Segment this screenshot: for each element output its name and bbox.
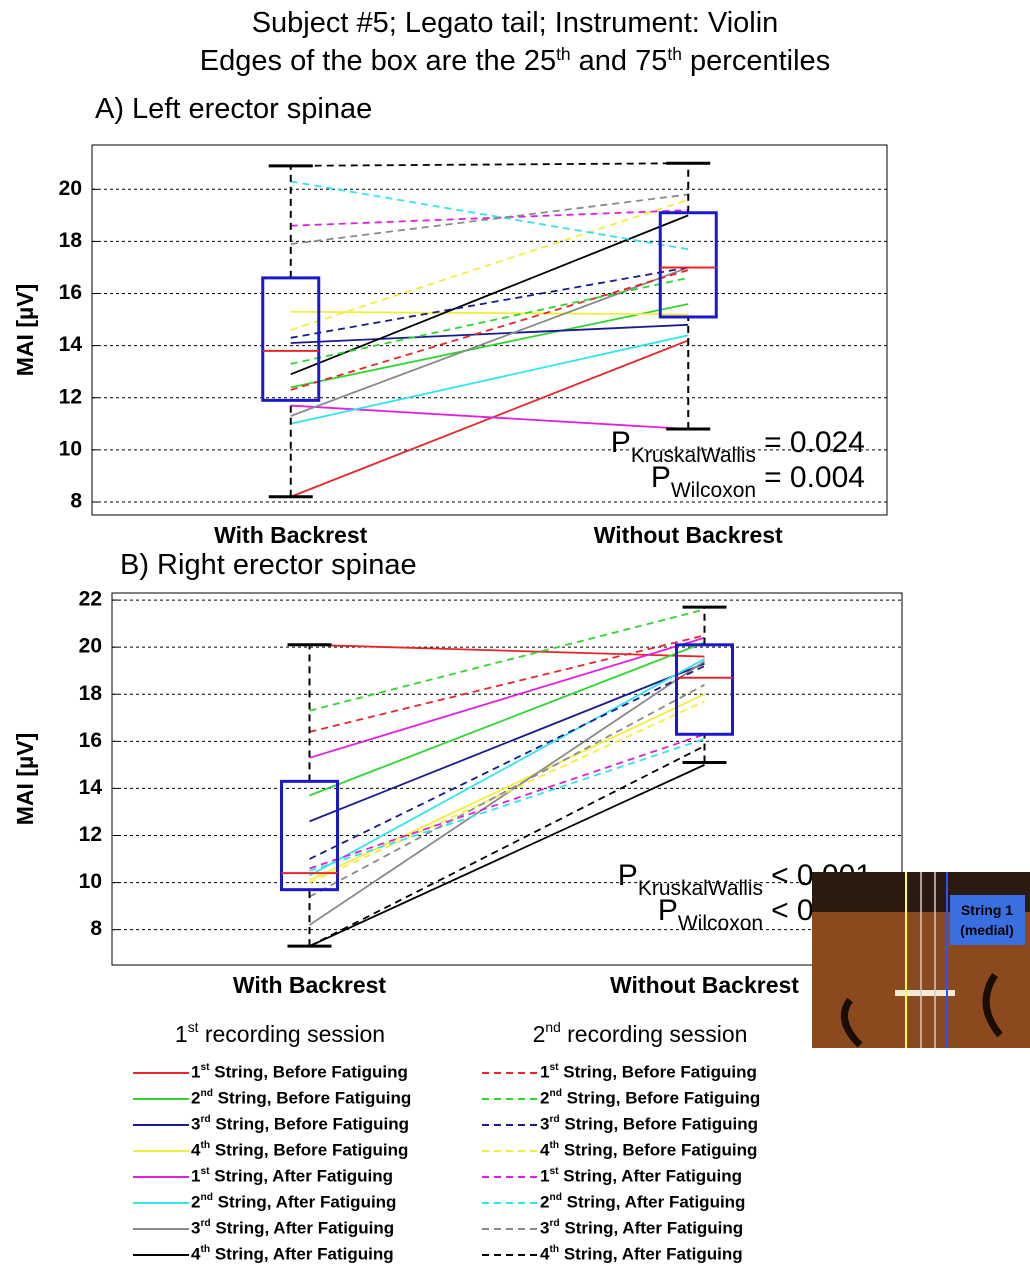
plot-frame bbox=[91, 144, 888, 516]
paired-line bbox=[309, 764, 705, 947]
legend-label: 3rd String, Before Fatiguing bbox=[540, 1114, 758, 1133]
paired-line bbox=[290, 193, 689, 245]
paired-line bbox=[290, 180, 689, 251]
x-tick-label: Without Backrest bbox=[610, 972, 799, 998]
p-subscript: KruskalWallis bbox=[631, 444, 756, 467]
legend-label: 2nd String, Before Fatiguing bbox=[540, 1088, 760, 1107]
x-tick-label: With Backrest bbox=[214, 522, 368, 548]
paired-line bbox=[290, 266, 689, 339]
paired-line bbox=[290, 339, 689, 498]
legend-label: 4th String, After Fatiguing bbox=[540, 1244, 743, 1263]
legend-title: 2nd recording session bbox=[533, 1020, 748, 1047]
paired-line bbox=[309, 641, 705, 797]
p-text: = 0.004 bbox=[764, 461, 865, 494]
legend-label: 3rd String, After Fatiguing bbox=[540, 1218, 743, 1237]
paired-line bbox=[309, 684, 705, 898]
legend-label: 4th String, Before Fatiguing bbox=[191, 1140, 408, 1159]
paired-line bbox=[309, 658, 705, 877]
paired-line bbox=[309, 733, 705, 870]
panel-title: A) Left erector spinae bbox=[95, 93, 372, 125]
p-value: PWilcoxon = 0.004 bbox=[651, 461, 865, 502]
y-axis-label: MAI [µV] bbox=[12, 284, 38, 376]
y-tick-label: 12 bbox=[79, 823, 102, 846]
y-tick-label: 20 bbox=[59, 177, 82, 200]
paired-line bbox=[309, 636, 705, 759]
legend-label: 2nd String, Before Fatiguing bbox=[191, 1088, 411, 1107]
box bbox=[280, 779, 339, 892]
paired-line bbox=[290, 277, 689, 365]
y-tick-label: 18 bbox=[79, 682, 103, 705]
legend-label: 4th String, Before Fatiguing bbox=[540, 1140, 757, 1159]
legend-label: 3rd String, After Fatiguing bbox=[191, 1218, 394, 1237]
y-tick-label: 18 bbox=[59, 229, 83, 252]
y-tick-label: 16 bbox=[79, 729, 102, 752]
p-text: = 0.024 bbox=[764, 426, 865, 459]
paired-line bbox=[290, 162, 689, 167]
p-subscript: Wilcoxon bbox=[678, 912, 763, 935]
inset-label: (medial) bbox=[960, 922, 1014, 938]
paired-line bbox=[290, 310, 689, 316]
paired-line bbox=[290, 209, 689, 227]
p-symbol: P bbox=[611, 426, 631, 459]
y-tick-label: 8 bbox=[70, 490, 82, 513]
paired-line bbox=[309, 643, 705, 658]
paired-line bbox=[309, 693, 705, 882]
p-symbol: P bbox=[658, 894, 678, 927]
p-subscript: KruskalWallis bbox=[638, 877, 763, 900]
y-tick-label: 10 bbox=[79, 870, 102, 893]
paired-line bbox=[290, 323, 689, 344]
y-axis-label: MAI [µV] bbox=[12, 733, 38, 825]
legend-label: 3rd String, Before Fatiguing bbox=[191, 1114, 409, 1133]
box bbox=[261, 276, 321, 402]
legend-label: 4th String, After Fatiguing bbox=[191, 1244, 394, 1263]
panel-title: B) Right erector spinae bbox=[120, 549, 417, 581]
box bbox=[658, 211, 718, 319]
paired-line bbox=[309, 700, 705, 884]
paired-line bbox=[290, 198, 689, 331]
figure-subtitle: Edges of the box are the 25th and 75th p… bbox=[200, 44, 830, 77]
p-symbol: P bbox=[618, 859, 638, 892]
paired-line bbox=[309, 665, 705, 860]
inset-label: String 1 bbox=[961, 902, 1013, 918]
violin-inset: String 1 (medial) bbox=[812, 872, 1030, 1048]
box bbox=[675, 643, 734, 736]
paired-line bbox=[290, 214, 689, 376]
paired-line bbox=[309, 745, 705, 947]
y-tick-label: 16 bbox=[59, 281, 82, 304]
paired-line bbox=[309, 608, 705, 712]
paired-line bbox=[309, 662, 705, 823]
y-tick-label: 10 bbox=[59, 437, 82, 460]
paired-line bbox=[290, 303, 689, 389]
y-tick-label: 12 bbox=[59, 385, 82, 408]
paired-line bbox=[309, 660, 705, 926]
y-tick-label: 14 bbox=[59, 333, 83, 356]
p-value: PKruskalWallis = 0.024 bbox=[611, 426, 865, 467]
p-symbol: P bbox=[651, 461, 671, 494]
y-tick-label: 14 bbox=[79, 776, 103, 799]
y-tick-label: 20 bbox=[79, 635, 102, 658]
x-tick-label: With Backrest bbox=[233, 972, 387, 998]
paired-line bbox=[290, 266, 689, 417]
legend-label: 1st String, After Fatiguing bbox=[540, 1166, 742, 1185]
paired-line bbox=[309, 738, 705, 872]
plot-frame bbox=[111, 592, 903, 966]
legend-label: 1st String, Before Fatiguing bbox=[191, 1062, 408, 1081]
figure-title: Subject #5; Legato tail; Instrument: Vio… bbox=[252, 7, 779, 39]
paired-line bbox=[309, 634, 705, 733]
y-tick-label: 8 bbox=[90, 917, 102, 940]
legend-title: 1st recording session bbox=[175, 1020, 385, 1047]
x-tick-label: Without Backrest bbox=[594, 522, 783, 548]
legend-label: 1st String, Before Fatiguing bbox=[540, 1062, 757, 1081]
legend-label: 2nd String, After Fatiguing bbox=[191, 1192, 396, 1211]
paired-line bbox=[290, 334, 689, 425]
p-subscript: Wilcoxon bbox=[671, 479, 756, 502]
legend-label: 1st String, After Fatiguing bbox=[191, 1166, 393, 1185]
paired-line bbox=[290, 269, 689, 391]
y-tick-label: 22 bbox=[79, 588, 102, 611]
legend-label: 2nd String, After Fatiguing bbox=[540, 1192, 745, 1211]
